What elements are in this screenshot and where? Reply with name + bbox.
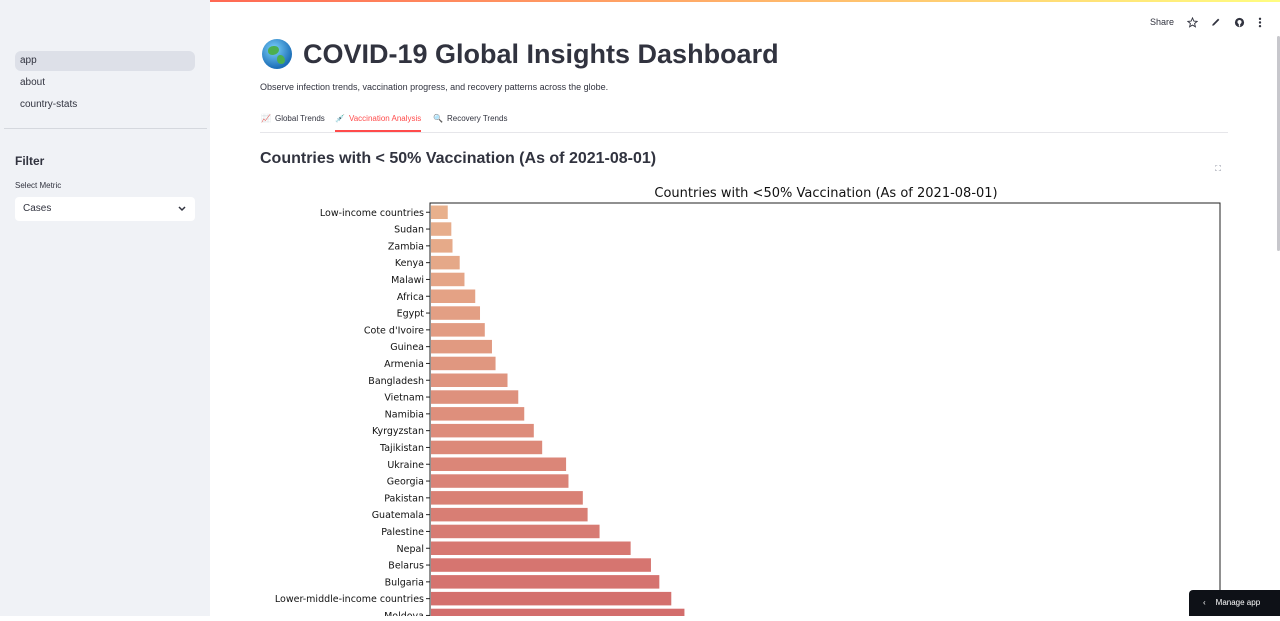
manage-app-button[interactable]: ‹ Manage app (1189, 590, 1280, 616)
bar (431, 507, 588, 522)
bar (431, 558, 651, 572)
bar (431, 407, 525, 421)
bar (431, 205, 448, 219)
bar (431, 491, 583, 505)
tab-bar: 📈 Global Trends 💉 Vaccination Analysis 🔍… (260, 110, 1228, 133)
star-icon[interactable] (1187, 16, 1198, 28)
bar (431, 255, 460, 270)
github-icon[interactable] (1234, 17, 1245, 28)
y-tick-label: Sudan (394, 225, 424, 236)
bar (431, 356, 496, 371)
bar (431, 591, 672, 606)
metric-select[interactable]: Cases (15, 197, 195, 221)
metric-select-value: Cases (23, 203, 52, 214)
y-tick-label: Africa (397, 292, 424, 303)
sidebar-divider (4, 128, 207, 129)
page-title-text: COVID-19 Global Insights Dashboard (303, 39, 779, 69)
y-tick-label: Low-income countries (320, 208, 424, 219)
globe-icon (262, 39, 292, 69)
chart-frame (429, 202, 1221, 621)
y-tick-label: Nepal (397, 544, 424, 555)
chart-title: Countries with <50% Vaccination (As of 2… (654, 186, 997, 201)
chevron-down-icon (177, 197, 187, 231)
toolbar: Share (1150, 14, 1262, 30)
scrollbar[interactable] (1277, 36, 1280, 251)
y-tick-label: Malawi (391, 275, 424, 286)
bar (431, 289, 476, 303)
section-title: Countries with < 50% Vaccination (As of … (260, 150, 657, 167)
tab-vaccination-analysis[interactable]: 💉 Vaccination Analysis (335, 110, 422, 132)
y-tick-label: Palestine (381, 527, 424, 538)
bar (431, 306, 481, 320)
y-tick-label: Bangladesh (368, 376, 424, 387)
y-tick-label: Armenia (384, 359, 424, 370)
bar (431, 423, 534, 438)
y-tick-label: Lower-middle-income countries (275, 594, 424, 605)
bar (431, 541, 631, 555)
y-tick-label: Kyrgyzstan (372, 426, 424, 437)
y-tick-label: Belarus (388, 561, 424, 572)
bar (431, 222, 452, 236)
y-tick-label: Guinea (390, 342, 424, 353)
y-tick-label: Pakistan (384, 493, 424, 504)
tab-recovery-trends[interactable]: 🔍 Recovery Trends (433, 110, 507, 132)
sidebar-item-app[interactable]: app (15, 51, 195, 71)
y-tick-label: Moldova (384, 611, 424, 616)
bar (431, 390, 519, 404)
vaccination-bar-chart: Countries with <50% Vaccination (As of 2… (275, 186, 1221, 621)
y-tick-label: Tajikistan (379, 443, 424, 454)
filter-title: Filter (15, 154, 45, 168)
y-tick-label: Georgia (387, 477, 424, 488)
bar (431, 339, 492, 354)
manage-app-label: Manage app (1215, 598, 1261, 607)
sidebar-item-about[interactable]: about (20, 77, 46, 88)
y-tick-label: Bulgaria (385, 577, 424, 588)
bar (431, 457, 567, 471)
edit-icon[interactable] (1211, 17, 1221, 27)
top-accent-line (0, 0, 1280, 2)
y-tick-label: Guatemala (372, 510, 424, 521)
y-tick-label: Kenya (395, 258, 424, 269)
bar (431, 474, 569, 488)
tab-label: Global Trends (274, 114, 325, 123)
sidebar-item-country-stats[interactable]: country-stats (20, 99, 78, 110)
page-title: COVID-19 Global Insights Dashboard (262, 36, 779, 72)
y-tick-label: Zambia (388, 241, 424, 252)
bar (431, 239, 453, 253)
bar (431, 323, 485, 337)
share-button[interactable]: Share (1149, 17, 1174, 27)
page-subtitle: Observe infection trends, vaccination pr… (260, 82, 609, 92)
y-tick-label: Namibia (385, 409, 424, 420)
fullscreen-icon[interactable]: ⛶ (1208, 160, 1228, 178)
bar (431, 608, 685, 621)
more-menu-icon[interactable] (1258, 17, 1262, 28)
syringe-icon: 💉 (335, 114, 345, 123)
bar (431, 575, 660, 589)
chevron-left-icon: ‹ (1203, 598, 1206, 607)
tab-global-trends[interactable]: 📈 Global Trends (261, 110, 325, 132)
bar (431, 373, 508, 387)
y-tick-label: Vietnam (384, 393, 424, 404)
bar (431, 272, 465, 287)
tab-label: Recovery Trends (446, 114, 508, 123)
chart-container: Countries with <50% Vaccination (As of 2… (260, 182, 1230, 621)
chart-icon: 📈 (261, 114, 271, 123)
y-tick-label: Egypt (397, 309, 425, 320)
y-tick-label: Cote d'Ivoire (364, 325, 424, 336)
bar (431, 524, 600, 539)
select-metric-label: Select Metric (15, 181, 62, 190)
bar (431, 440, 543, 455)
tab-label: Vaccination Analysis (348, 114, 422, 123)
y-tick-label: Ukraine (387, 460, 424, 471)
magnifier-icon: 🔍 (433, 114, 443, 123)
sidebar: app about country-stats Filter Select Me… (0, 0, 210, 616)
